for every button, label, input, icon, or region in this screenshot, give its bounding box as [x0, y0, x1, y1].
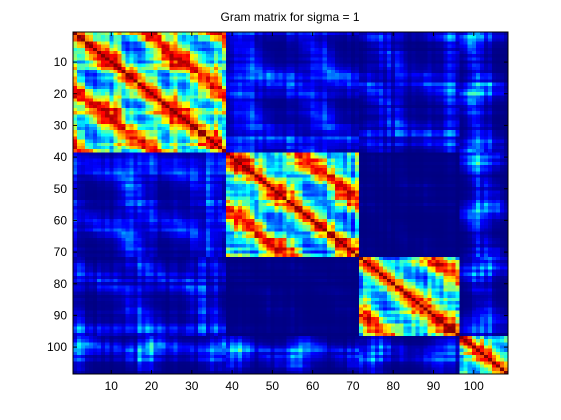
x-tick-label: 80	[387, 379, 401, 393]
x-tick-label: 40	[225, 379, 239, 393]
x-tick-label: 10	[105, 379, 119, 393]
x-tick-label: 70	[346, 379, 360, 393]
x-tick-label: 50	[266, 379, 280, 393]
chart-title: Gram matrix for sigma = 1	[220, 10, 359, 24]
y-tick-label: 50	[54, 182, 68, 196]
x-tick-label: 100	[464, 379, 484, 393]
y-tick-label: 40	[54, 150, 68, 164]
y-tick-label: 70	[54, 245, 68, 259]
y-tick-label: 30	[54, 118, 68, 132]
x-axis: 10 20 30 40 50 60 70 80 90 100	[105, 32, 484, 393]
x-tick-label: 60	[306, 379, 320, 393]
y-tick-label: 90	[54, 308, 68, 322]
heatmap-image	[73, 32, 508, 374]
x-tick-label: 20	[145, 379, 159, 393]
plot-frame	[72, 31, 509, 375]
x-tick-label: 30	[185, 379, 199, 393]
y-tick-label: 100	[47, 340, 67, 354]
y-tick-label: 60	[54, 213, 68, 227]
y-tick-label: 10	[54, 55, 68, 69]
x-tick-label: 90	[427, 379, 441, 393]
y-tick-label: 80	[54, 277, 68, 291]
y-tick-label: 20	[54, 87, 68, 101]
y-axis: 10 20 30 40 50 60 70 80 90 100	[47, 55, 508, 354]
